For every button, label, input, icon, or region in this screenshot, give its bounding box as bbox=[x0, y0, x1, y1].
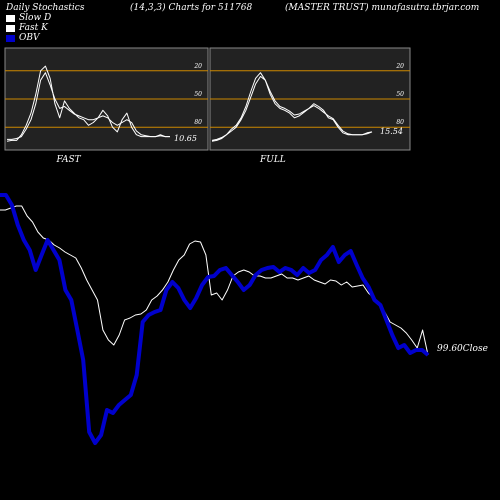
full-tick-label-20: 20 bbox=[395, 63, 404, 70]
full-series-line-0 bbox=[211, 72, 373, 142]
fast-tick-label-20: 20 bbox=[193, 63, 202, 70]
full-last-value-label: 15.54 bbox=[380, 127, 403, 136]
legend-swatch-fast-k bbox=[6, 24, 15, 32]
legend-label-obv: OBV bbox=[19, 33, 40, 43]
legend-label-slow-d: Slow D bbox=[19, 13, 52, 23]
fast-series-line-0 bbox=[6, 65, 170, 142]
main-series-line-close bbox=[0, 205, 429, 356]
main-last-value-label: 99.60Close bbox=[437, 344, 488, 354]
legend-slow-d: Slow D bbox=[6, 13, 51, 23]
fast-title: FAST bbox=[56, 155, 82, 165]
legend-swatch-slow-d bbox=[6, 14, 15, 22]
header-left: Daily Stochastics bbox=[6, 3, 85, 13]
legend-label-fast-k: Fast K bbox=[19, 23, 48, 33]
fast-last-value-label: 10.65 bbox=[174, 134, 197, 143]
header-middle: (14,3,3) Charts for 511768 bbox=[130, 3, 253, 13]
header-right: (MASTER TRUST) munafasutra.tbrjar.com bbox=[285, 3, 480, 13]
legend-obv: OBV bbox=[6, 33, 40, 43]
full-tick-label-80: 80 bbox=[396, 119, 404, 126]
fast-tick-label-50: 50 bbox=[194, 91, 202, 98]
full-tick-label-50: 50 bbox=[396, 91, 404, 98]
legend-swatch-obv bbox=[6, 34, 15, 42]
legend-fast-k: Fast K bbox=[6, 23, 48, 33]
fast-tick-label-80: 80 bbox=[194, 119, 202, 126]
fast-series-line-1 bbox=[7, 72, 170, 140]
full-series-line-1 bbox=[211, 75, 373, 141]
main-series-line-obv bbox=[0, 193, 430, 445]
full-title: FULL bbox=[259, 155, 286, 165]
